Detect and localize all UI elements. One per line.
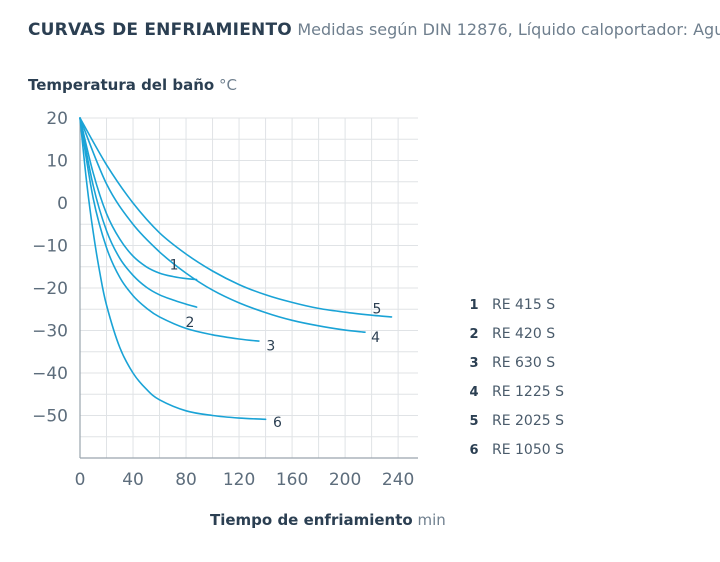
x-tick-label: 40 xyxy=(122,470,144,490)
series-line-1 xyxy=(79,117,198,281)
curve-labels: 1 2 3 4 5 6 xyxy=(170,258,382,431)
series-line-3 xyxy=(79,117,260,342)
x-axis-unit: min xyxy=(417,511,446,529)
curve-label-3: 3 xyxy=(266,338,275,354)
y-tick-label: 0 xyxy=(57,194,68,214)
y-tick-label: −40 xyxy=(32,364,68,384)
series-line-4 xyxy=(79,117,366,333)
y-tick-label: −10 xyxy=(32,237,68,257)
legend-number-5: 5 xyxy=(469,414,478,429)
series-line-5 xyxy=(79,117,393,318)
series-line-2 xyxy=(79,117,198,308)
legend-entry-3: RE 630 S xyxy=(492,355,555,371)
legend-entry-1: RE 415 S xyxy=(492,297,555,313)
legend-number-1: 1 xyxy=(469,298,478,313)
x-tick-label: 240 xyxy=(382,470,414,490)
y-axis-label: Temperatura del baño xyxy=(28,76,215,94)
legend-number-6: 6 xyxy=(469,443,478,458)
chart-subtitle: Medidas según DIN 12876, Líquido calopor… xyxy=(297,20,720,39)
y-axis-title: Temperatura del baño °C xyxy=(28,76,237,94)
x-tick-label: 120 xyxy=(223,470,255,490)
x-tick-label: 200 xyxy=(329,470,361,490)
legend-number-3: 3 xyxy=(469,356,478,371)
x-axis-title: Tiempo de enfriamiento min xyxy=(210,511,446,529)
grid xyxy=(80,117,418,458)
curve-label-4: 4 xyxy=(371,330,380,346)
x-tick-label: 80 xyxy=(175,470,197,490)
x-axis-label: Tiempo de enfriamiento xyxy=(210,511,413,529)
legend-number-2: 2 xyxy=(469,327,478,342)
legend-entry-5: RE 2025 S xyxy=(492,413,564,429)
legend-entry-6: RE 1050 S xyxy=(492,442,564,458)
y-tick-label: −30 xyxy=(32,322,68,342)
curve-label-6: 6 xyxy=(273,415,282,431)
chart-title: CURVAS DE ENFRIAMIENTO Medidas según DIN… xyxy=(28,20,720,40)
axes: 20 10 0 −10 −20 −30 −40 −50 0 40 80 120 160 200 240 xyxy=(32,109,418,490)
legend-entry-4: RE 1225 S xyxy=(492,384,564,400)
x-tick-label: 0 xyxy=(75,470,86,490)
series-line-6 xyxy=(79,117,267,421)
legend: 1 RE 415 S 2 RE 420 S 3 RE 630 S 4 RE 1225 S 5 RE… xyxy=(469,297,564,458)
y-tick-label: 20 xyxy=(46,109,68,129)
curve-label-5: 5 xyxy=(372,301,381,317)
y-tick-label: −50 xyxy=(32,407,68,427)
legend-entry-2: RE 420 S xyxy=(492,326,555,342)
chart-title-main: CURVAS DE ENFRIAMIENTO xyxy=(28,20,292,40)
legend-number-4: 4 xyxy=(469,385,478,400)
series-lines xyxy=(79,117,393,421)
curve-label-2: 2 xyxy=(186,315,195,331)
y-tick-label: −20 xyxy=(32,279,68,299)
y-tick-label: 10 xyxy=(46,152,68,172)
curve-label-1: 1 xyxy=(170,258,179,274)
y-axis-unit: °C xyxy=(218,76,237,94)
x-tick-label: 160 xyxy=(276,470,308,490)
